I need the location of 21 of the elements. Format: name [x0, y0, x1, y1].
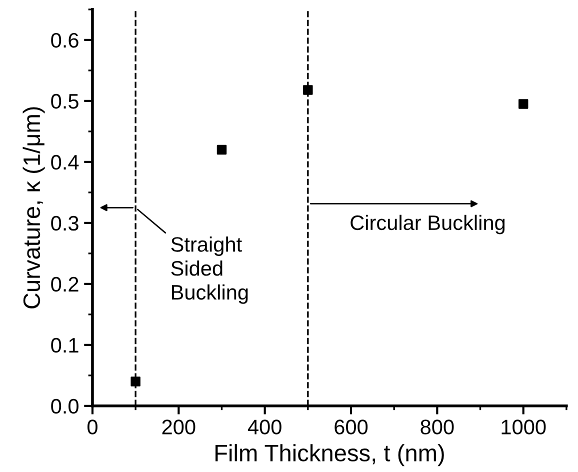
x-tick-label: 400 [248, 420, 282, 434]
y-tick-label: 0.6 [51, 32, 78, 48]
annotation: Straight Sided Buckling [171, 236, 248, 304]
annotation: Circular Buckling [350, 214, 505, 234]
point [130, 376, 140, 386]
point [518, 99, 528, 109]
y-tick-label: 0.4 [51, 154, 79, 170]
x-axis-title: Film Thickness, t (nm) [216, 444, 444, 466]
x-tick-label: 0 [88, 420, 98, 434]
x-tick-label: 200 [162, 420, 196, 434]
y-axis-title: Curvature, κ (1/μm) [22, 107, 45, 308]
y-tick-label: 0.2 [51, 276, 78, 292]
y-tick-label: 0.1 [51, 338, 78, 353]
y-tick-label: 0.3 [51, 216, 78, 231]
point [216, 144, 227, 155]
y-tick-label: 0.0 [51, 398, 78, 414]
x-tick-label: 800 [420, 420, 454, 434]
y-tick-label: 0.5 [51, 94, 78, 109]
x-tick-label: 600 [334, 420, 368, 434]
x-tick-label: 1000 [502, 420, 546, 434]
point [303, 85, 313, 95]
